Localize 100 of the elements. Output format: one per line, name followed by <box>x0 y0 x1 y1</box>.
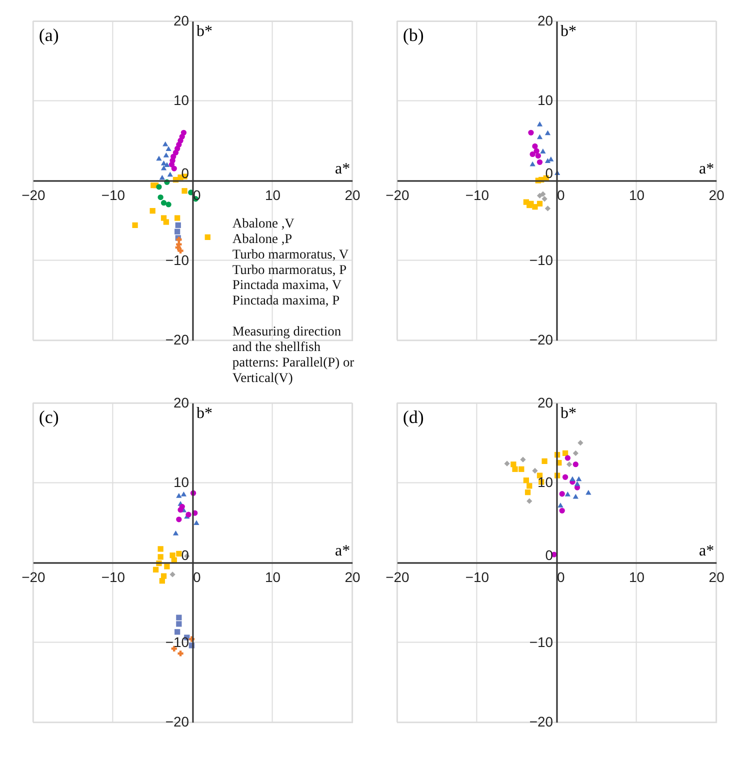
chart-title: (d) <box>402 406 424 427</box>
x-tick-label: 20 <box>344 568 361 585</box>
y-tick-label: 20 <box>537 394 554 410</box>
x-axis-title: a* <box>335 160 350 178</box>
chart-title: (b) <box>402 24 424 45</box>
annotation: Pinctada maxima, P <box>232 292 340 308</box>
y-tick-label: 20 <box>537 12 554 28</box>
point <box>576 476 582 482</box>
annotation: Turbo marmoratus, P <box>232 262 347 277</box>
point <box>164 564 170 570</box>
point <box>534 148 540 154</box>
point <box>536 134 543 140</box>
x-tick-label: −10 <box>465 186 490 203</box>
point <box>535 152 541 159</box>
point <box>174 629 180 635</box>
point <box>172 150 179 156</box>
x-tick-label: 10 <box>265 186 281 203</box>
point <box>520 456 526 462</box>
point <box>562 450 568 456</box>
point <box>158 194 164 200</box>
point <box>159 174 165 180</box>
point <box>178 650 184 656</box>
point <box>180 491 187 496</box>
point <box>578 440 584 446</box>
point <box>532 468 538 474</box>
y-tick-label: 10 <box>537 92 554 108</box>
point <box>572 494 578 499</box>
point <box>159 578 165 584</box>
y-tick-label: 20 <box>173 12 190 28</box>
y-axis-title: b* <box>560 22 576 40</box>
point <box>152 566 159 572</box>
point <box>564 455 570 461</box>
point <box>132 222 138 228</box>
y-axis-title: b* <box>560 404 576 422</box>
y-tick-label: −20 <box>165 332 190 348</box>
point <box>166 202 172 208</box>
point <box>166 146 172 152</box>
point <box>176 493 182 498</box>
annotation: Turbo marmoratus, V <box>232 246 349 262</box>
point <box>566 462 572 468</box>
x-tick-label: −20 <box>22 186 46 203</box>
chart-title: (c) <box>38 406 59 427</box>
annotation: Pinctada maxima, V <box>232 277 342 292</box>
x-tick-label: 20 <box>708 186 725 203</box>
y-tick-label: −10 <box>529 252 554 268</box>
x-tick-label: 0 <box>557 186 566 203</box>
y-tick-label: 10 <box>173 474 190 490</box>
point <box>572 450 578 456</box>
point <box>160 200 167 206</box>
point <box>544 158 551 164</box>
point <box>559 491 565 497</box>
point <box>524 489 531 496</box>
point <box>172 530 179 536</box>
y-tick-label: −20 <box>529 714 554 730</box>
x-tick-label: 20 <box>708 568 725 585</box>
point <box>504 460 510 466</box>
point <box>156 156 162 161</box>
x-tick-label: 0 <box>557 568 566 585</box>
point <box>176 550 182 557</box>
point <box>572 462 578 468</box>
point <box>544 206 551 212</box>
point <box>530 151 536 158</box>
point <box>528 130 534 136</box>
point <box>164 162 170 168</box>
point <box>176 516 182 522</box>
x-tick-label: 10 <box>629 568 645 585</box>
point <box>586 490 592 495</box>
y-tick-label: −10 <box>165 634 190 650</box>
x-tick-label: −20 <box>22 568 46 585</box>
point <box>558 502 564 508</box>
point <box>174 228 180 234</box>
point <box>530 161 536 166</box>
point <box>526 483 532 489</box>
point <box>512 466 518 472</box>
annotation: Abalone ,V <box>232 215 295 230</box>
point <box>540 148 546 154</box>
annotation: Abalone ,P <box>232 230 292 246</box>
y-tick-label: 10 <box>537 474 554 490</box>
x-tick-label: −10 <box>101 568 126 585</box>
point <box>532 143 538 150</box>
point <box>518 466 524 472</box>
point <box>194 520 200 526</box>
x-tick-label: −20 <box>386 568 410 585</box>
x-axis-title: a* <box>335 542 350 560</box>
point <box>167 172 173 177</box>
point <box>564 491 570 496</box>
point <box>176 621 182 627</box>
point <box>158 554 164 560</box>
x-tick-label: 10 <box>629 186 645 203</box>
point <box>540 191 546 197</box>
point <box>536 200 543 206</box>
y-tick-label: 10 <box>173 92 190 108</box>
y-axis-title: b* <box>196 22 212 40</box>
point <box>163 152 169 158</box>
point <box>170 552 176 558</box>
point <box>542 196 548 202</box>
point <box>570 476 576 482</box>
point <box>170 572 176 578</box>
point <box>176 614 182 620</box>
y-tick-label: −10 <box>529 634 554 650</box>
